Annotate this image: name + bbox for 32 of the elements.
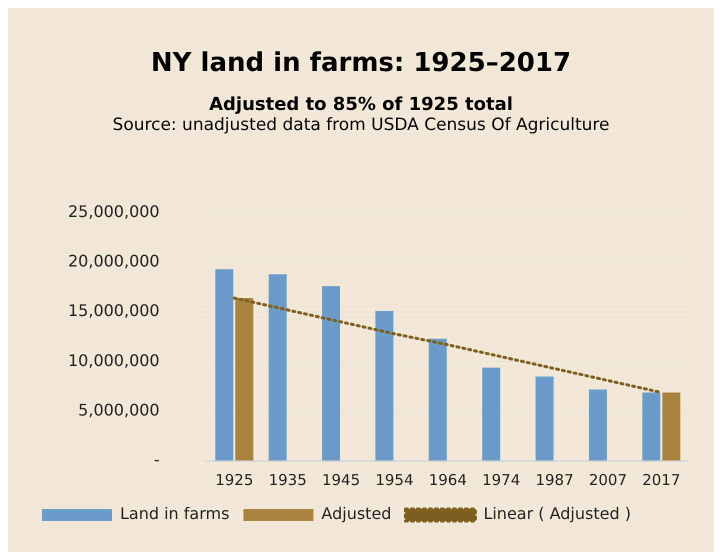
x-tick-label: 1987 (535, 470, 574, 489)
x-tick-label: 1974 (482, 470, 520, 489)
bar (322, 286, 340, 460)
y-tick-label: - (154, 450, 160, 470)
bar (235, 298, 254, 460)
bar (428, 338, 447, 460)
bar (536, 376, 554, 460)
bar (482, 368, 500, 460)
bar (268, 274, 287, 460)
x-tick-label: 2007 (588, 470, 628, 489)
x-tick-label: 1925 (215, 470, 254, 489)
bar (588, 389, 607, 460)
x-tick-label: 1964 (428, 470, 467, 489)
bar (662, 392, 680, 460)
legend-label: Linear ( Adjusted ) (483, 504, 631, 524)
legend-label: Land in farms (120, 504, 230, 524)
y-tick-label: 10,000,000 (68, 350, 160, 370)
x-tick-label: 1945 (322, 470, 360, 489)
y-tick-label: 20,000,000 (68, 251, 160, 270)
legend-label: Adjusted (321, 504, 392, 524)
x-tick-label: 2017 (642, 470, 680, 489)
chart-subtitle: Adjusted to 85% of 1925 total (208, 94, 514, 115)
chart-title: NY land in farms: 1925–2017 (150, 48, 572, 78)
y-tick-label: 15,000,000 (68, 301, 160, 320)
bar (642, 392, 660, 460)
bar (215, 269, 234, 460)
bar (375, 310, 394, 460)
x-tick-label: 1954 (375, 470, 414, 489)
y-tick-label: 25,000,000 (68, 202, 160, 221)
x-tick-label: 1935 (268, 470, 307, 489)
y-tick-label: 5,000,000 (78, 400, 160, 420)
source-note: Source: unadjusted data from USDA Census Of Agriculture (112, 115, 610, 135)
